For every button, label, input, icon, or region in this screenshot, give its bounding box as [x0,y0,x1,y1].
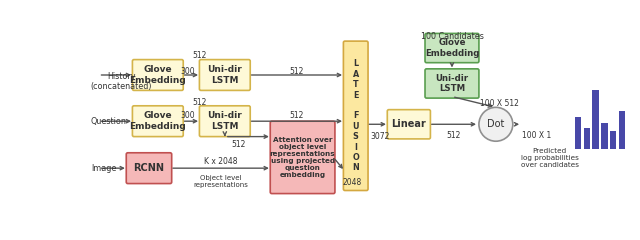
Bar [619,111,625,149]
Text: 512: 512 [192,51,207,60]
Text: 512: 512 [192,98,207,107]
Text: Predicted
log probabilities
over candidates: Predicted log probabilities over candida… [521,148,579,168]
Text: 512: 512 [290,111,304,120]
Text: Linear: Linear [392,119,426,129]
Text: Glove
Embedding: Glove Embedding [425,38,479,58]
Text: Uni-dir
LSTM: Uni-dir LSTM [435,74,468,93]
FancyBboxPatch shape [126,153,172,184]
Text: 300: 300 [180,67,195,76]
FancyBboxPatch shape [132,106,183,137]
Text: Question: Question [91,117,127,126]
FancyBboxPatch shape [425,69,479,98]
Text: 100 Candidates: 100 Candidates [420,32,483,41]
Bar [601,122,607,149]
Text: Attention over
object level
representations
using projected
question
embedding: Attention over object level representati… [270,137,335,178]
FancyBboxPatch shape [344,41,368,191]
FancyBboxPatch shape [200,106,250,137]
Text: RCNN: RCNN [134,163,164,173]
Text: Object level
representations: Object level representations [193,175,248,188]
Text: 512: 512 [447,131,461,140]
FancyBboxPatch shape [270,121,335,194]
Text: Glove
Embedding: Glove Embedding [129,112,186,131]
Text: Image: Image [91,164,116,173]
Text: 300: 300 [180,111,195,120]
Text: 512: 512 [231,140,245,149]
FancyBboxPatch shape [200,60,250,90]
Text: Glove
Embedding: Glove Embedding [129,65,186,85]
FancyBboxPatch shape [132,60,183,90]
Text: 3072: 3072 [371,132,390,141]
Bar [584,128,590,149]
Text: 100 X 1: 100 X 1 [522,131,551,140]
Text: 2048: 2048 [342,178,362,187]
Text: L
A
T
E
 
F
U
S
I
O
N: L A T E F U S I O N [353,59,359,172]
FancyBboxPatch shape [425,33,479,63]
Text: 100 X 512: 100 X 512 [480,99,519,108]
Text: Uni-dir
LSTM: Uni-dir LSTM [207,65,242,85]
Ellipse shape [479,107,513,141]
FancyBboxPatch shape [387,110,431,139]
Bar [593,90,599,149]
Text: Dot: Dot [487,119,504,129]
Text: K x 2048: K x 2048 [204,157,237,166]
Text: History
(concatenated): History (concatenated) [91,72,152,91]
Bar [610,131,616,149]
Bar [575,117,581,149]
Text: Uni-dir
LSTM: Uni-dir LSTM [207,112,242,131]
Text: 512: 512 [290,67,304,76]
